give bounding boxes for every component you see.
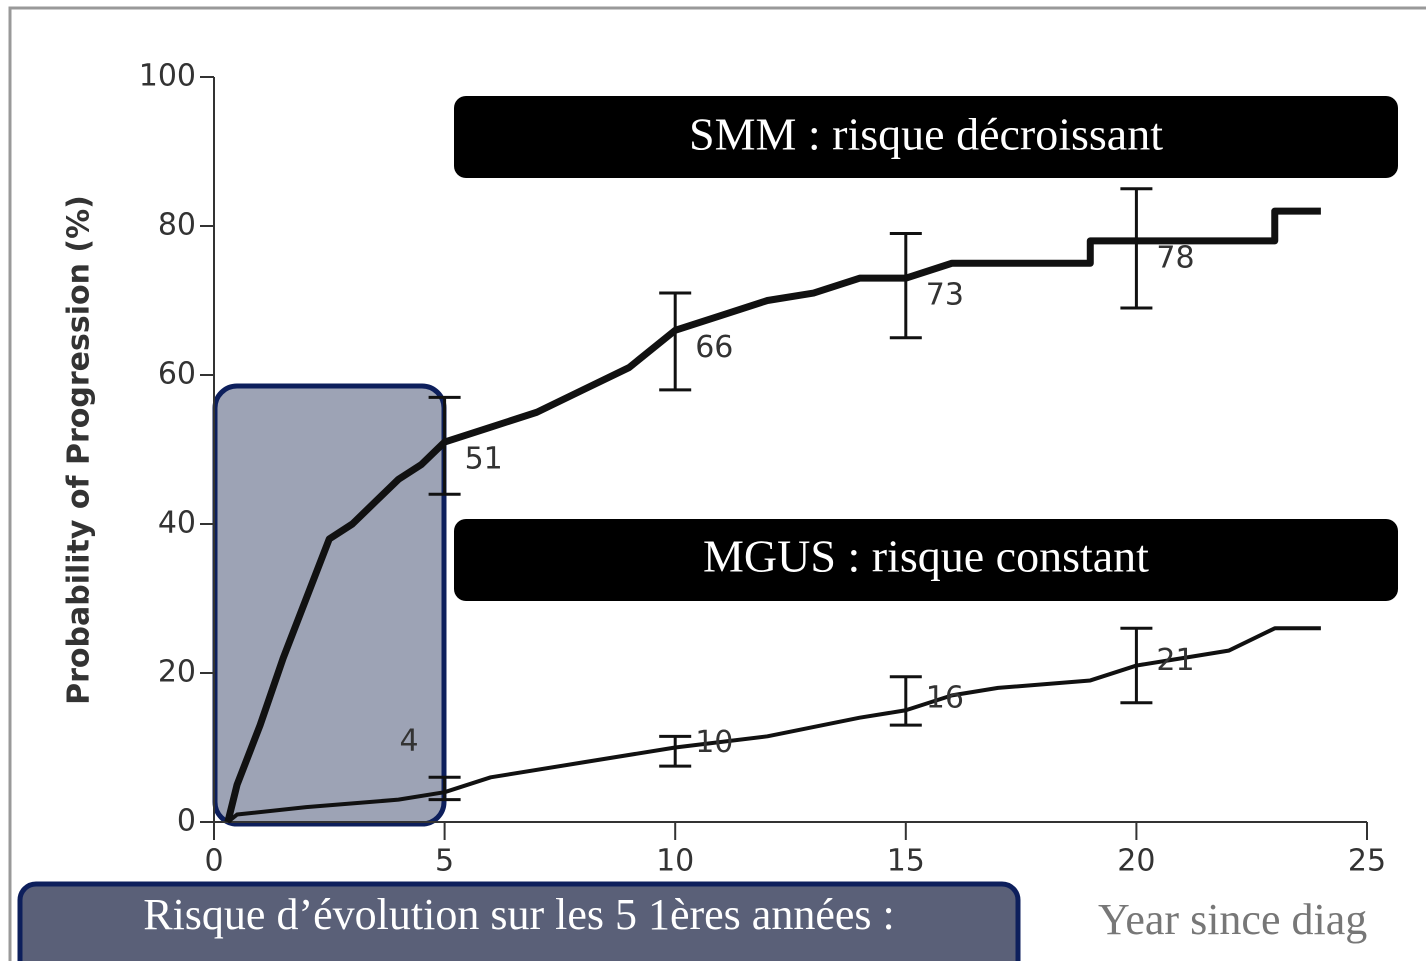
y-tick-label: 40 [158, 506, 196, 541]
note: Risque d’évolution sur les 5 1ères année… [143, 890, 895, 939]
x-tick-label: 0 [204, 844, 223, 879]
x-tick-label: 15 [887, 844, 925, 879]
data-label: 78 [1156, 240, 1194, 275]
error-bar [659, 291, 692, 392]
annotation: MGUS : risque constant [703, 531, 1149, 582]
data-label: 66 [695, 330, 733, 365]
x-axis-label: Year since diag [1098, 895, 1367, 944]
error-bar [428, 395, 461, 496]
annotation-box [454, 96, 1398, 178]
data-label: 73 [926, 278, 964, 313]
curve [224, 207, 1321, 823]
annotation: SMM : risque décroissant [689, 109, 1163, 160]
error-bar [659, 734, 692, 768]
error-bar [1120, 626, 1153, 705]
error-bar [889, 231, 922, 340]
x-tick-label: 10 [656, 844, 694, 879]
y-tick-label: 20 [158, 655, 196, 690]
error-bar [428, 775, 461, 802]
y-tick-label: 0 [177, 804, 196, 839]
error-bar [1120, 187, 1153, 310]
data-label: 21 [1156, 643, 1194, 678]
y-tick-label: 60 [158, 357, 196, 392]
x-tick-label: 25 [1348, 844, 1386, 879]
note-box [17, 881, 1021, 961]
y-axis-label: Probability of Progression (%) [62, 195, 97, 705]
x-tick-label: 20 [1117, 844, 1155, 879]
x-tick-label: 5 [435, 844, 454, 879]
y-tick-label: 80 [158, 208, 196, 243]
annotation-box [454, 519, 1398, 601]
curve [226, 626, 1321, 824]
data-label: 16 [926, 680, 964, 715]
data-label: 4 [400, 724, 419, 759]
error-bar [889, 675, 922, 727]
y-tick-label: 100 [139, 59, 196, 94]
frame [8, 6, 1426, 961]
data-label: 51 [465, 442, 503, 477]
data-label: 10 [695, 725, 733, 760]
